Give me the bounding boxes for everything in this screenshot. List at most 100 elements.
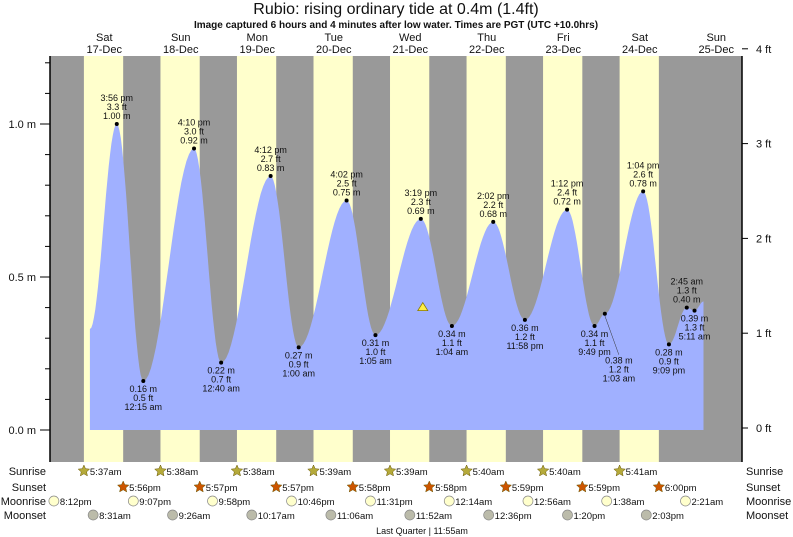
moonset-time: 2:03pm [652, 511, 684, 522]
day-name-label: Sun [171, 32, 191, 44]
sun-moon-rows: Sunrise Sunrise 5:37am 5:38am 5:38am 5:39am 5:… [1, 464, 791, 522]
extreme-ft-label: 0.9 ft [289, 359, 310, 369]
extreme-ft-label: 1.1 ft [442, 338, 463, 348]
label-leader-line [604, 315, 620, 355]
extreme-ft-label: 2.5 ft [337, 179, 358, 189]
sunset-time: 5:59pm [588, 483, 620, 494]
tide-curve [89, 124, 704, 430]
chart-title: Rubio: rising ordinary tide at 0.4m (1.4… [253, 1, 538, 18]
day-date-label: 20-Dec [316, 44, 352, 56]
extreme-ft-label: 3.3 ft [107, 102, 128, 112]
sunset-row-label: Sunset [12, 482, 46, 494]
extreme-m-label: 0.75 m [333, 188, 361, 198]
moonset-icon [404, 509, 416, 521]
moonset-icon [640, 509, 652, 521]
moonrise-icon [207, 495, 218, 507]
sunrise-time: 5:41am [626, 467, 658, 478]
day-name-label: Wed [399, 32, 421, 44]
extreme-ft-label: 1.3 ft [677, 286, 698, 296]
extreme-m-label: 0.27 m [285, 350, 313, 360]
day-date-label: 22-Dec [469, 44, 505, 56]
moonrise-row-label: Moonrise [1, 496, 46, 508]
current-tide-marker [417, 301, 429, 312]
extreme-m-label: 0.83 m [257, 163, 285, 173]
moonset-time: 11:52am [416, 511, 452, 522]
sunset-icon [346, 480, 360, 493]
day-name-label: Mon [247, 32, 268, 44]
moonrise-time: 9:58pm [219, 497, 251, 508]
sunset-icon [116, 480, 130, 493]
sunrise-icon [536, 464, 550, 477]
sunrise-icon [383, 464, 397, 477]
moonrise-time: 12:14am [455, 497, 492, 508]
high-tide-point [491, 219, 496, 224]
left-tick-label: 0.5 m [8, 272, 36, 284]
day-name-label: Sat [96, 32, 113, 44]
day-name-label: Sun [706, 32, 726, 44]
day-date-label: 23-Dec [546, 44, 582, 56]
extreme-m-label: 0.36 m [511, 323, 539, 333]
sunrise-time: 5:40am [549, 467, 581, 478]
extreme-m-label: 0.28 m [655, 347, 683, 357]
high-tide-point [418, 216, 423, 221]
moonset-time: 11:06am [337, 511, 373, 522]
extreme-ft-label: 3.0 ft [184, 126, 205, 136]
sunrise-icon [77, 464, 91, 477]
extreme-ft-label: 0.7 ft [211, 375, 232, 385]
extreme-time-label: 9:49 pm [578, 347, 611, 357]
low-tide-point [373, 333, 378, 338]
day-name-label: Fri [557, 32, 570, 44]
sunset-time: 6:00pm [665, 483, 697, 494]
extreme-m-label: 0.72 m [553, 197, 581, 207]
extreme-time-label: 1:04 am [436, 347, 469, 357]
right-tick-label: 1 ft [756, 328, 771, 340]
right-tick-label: 0 ft [756, 423, 771, 435]
moonset-time: 9:26am [179, 511, 211, 522]
extreme-time-label: 11:58 pm [506, 341, 543, 351]
moonrise-icon [601, 495, 613, 507]
sunrise-time: 5:39am [320, 467, 352, 478]
high-tide-point [684, 305, 689, 310]
extreme-ft-label: 0.9 ft [659, 356, 680, 366]
high-tide-point [565, 207, 570, 212]
moonrise-time: 8:12pm [60, 497, 92, 508]
extreme-ft-label: 2.6 ft [633, 169, 654, 179]
sunset-icon [269, 480, 283, 493]
right-tick-label: 4 ft [756, 44, 771, 56]
sunset-icon [423, 480, 436, 493]
high-tide-point [602, 311, 607, 316]
extreme-m-label: 1.00 m [103, 111, 131, 121]
sunrise-time: 5:38am [166, 467, 198, 478]
extreme-ft-label: 1.1 ft [585, 338, 606, 348]
extreme-ft-label: 2.3 ft [411, 197, 432, 207]
extreme-ft-label: 2.2 ft [483, 200, 504, 210]
low-tide-point [666, 342, 671, 347]
sunrise-time: 5:40am [473, 467, 505, 478]
sunset-time: 5:56pm [129, 483, 161, 494]
extreme-m-label: 0.38 m [605, 356, 633, 366]
moonrise-time: 9:07pm [139, 497, 171, 508]
extreme-ft-label: 1.2 ft [515, 332, 536, 342]
sunrise-time: 5:37am [90, 467, 122, 478]
day-labels: Sat17-DecSun18-DecMon19-DecTue20-DecWed2… [87, 32, 735, 56]
extreme-m-label: 0.78 m [629, 178, 657, 188]
sunrise-row-label: Sunrise [9, 466, 46, 478]
sunrise-icon [307, 464, 320, 477]
moonrise-time: 12:56am [534, 497, 571, 508]
extreme-m-label: 0.16 m [130, 384, 158, 394]
sunset-icon [193, 480, 206, 493]
moonset-time: 1:20pm [574, 511, 606, 522]
moonrise-row-label: Moonrise [746, 496, 791, 508]
extreme-m-label: 0.40 m [673, 295, 701, 305]
sunset-icon [499, 480, 513, 493]
extreme-time-label: 5:11 am [679, 332, 711, 342]
sunset-time: 5:57pm [206, 483, 238, 494]
moonrise-icon [365, 495, 376, 507]
day-date-label: 21-Dec [393, 44, 429, 56]
low-tide-point [219, 360, 224, 365]
low-tide-point [692, 308, 697, 313]
moonrise-icon [286, 495, 297, 507]
sunrise-time: 5:39am [396, 467, 428, 478]
